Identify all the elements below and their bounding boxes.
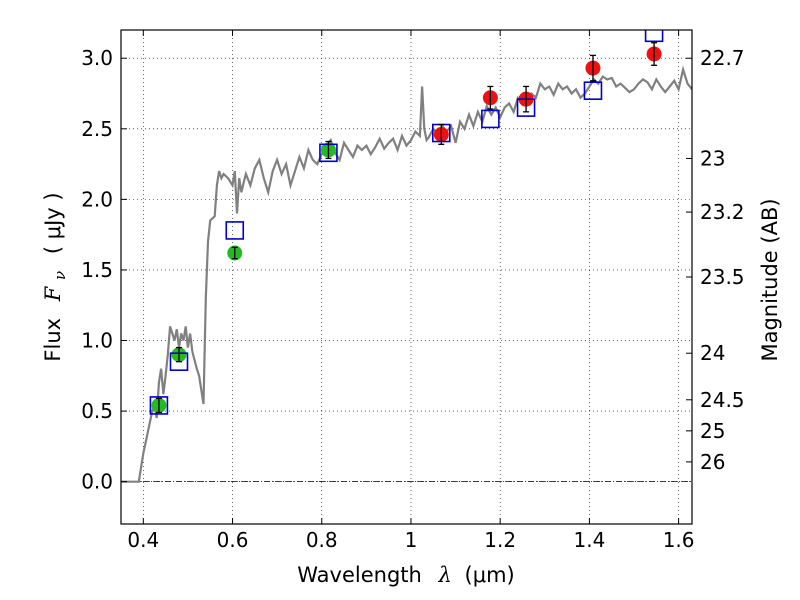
x-tick-label: 1.4 bbox=[573, 528, 605, 552]
model-flux-square bbox=[149, 396, 169, 415]
y-axis-ticks: 0.0 0.5 1.0 1.5 2.0 2.5 3.0 bbox=[81, 46, 127, 494]
magnitude-tick-label: 24.5 bbox=[700, 388, 745, 412]
y-tick-label: 2.5 bbox=[81, 117, 113, 141]
model-flux-square bbox=[225, 221, 245, 240]
x-axis-label-prefix: Wavelength bbox=[297, 563, 422, 587]
y-axis-label-unit: ( μJy ) bbox=[41, 192, 65, 254]
magnitude-tick-label: 23.5 bbox=[700, 265, 745, 289]
x-tick-label: 0.6 bbox=[217, 528, 249, 552]
x-tick-label: 0.4 bbox=[127, 528, 159, 552]
y-axis-label-symbol: F bbox=[41, 285, 65, 302]
magnitude-tick-label: 22.7 bbox=[700, 46, 745, 70]
magnitude-tick-label: 24 bbox=[700, 341, 725, 365]
model-spectrum-line bbox=[121, 65, 692, 483]
y-tick-label: 0.0 bbox=[81, 470, 113, 494]
magnitude-tick-label: 23 bbox=[700, 146, 725, 170]
y-tick-label: 1.5 bbox=[81, 258, 113, 282]
magnitude-axis-ticks: 22.7 23 23.2 23.5 24 24.5 25 26 bbox=[686, 46, 745, 474]
x-tick-label: 1.6 bbox=[663, 528, 695, 552]
y-axis-label-subscript: ν bbox=[51, 271, 69, 280]
x-tick-label: 1 bbox=[405, 528, 418, 552]
y-tick-label: 1.0 bbox=[81, 329, 113, 353]
x-axis-label-unit: (μm) bbox=[465, 563, 515, 587]
magnitude-axis-label: Magnitude (AB) bbox=[758, 198, 782, 361]
x-axis-ticks: 0.4 0.6 0.8 1 1.2 1.4 1.6 bbox=[127, 30, 695, 552]
magnitude-tick-label: 23.2 bbox=[700, 200, 745, 224]
plot-area bbox=[121, 30, 692, 483]
y-axis-label: Flux F ν ( μJy ) bbox=[41, 192, 70, 361]
model-flux-square bbox=[583, 81, 603, 100]
y-tick-label: 2.0 bbox=[81, 187, 113, 211]
x-tick-label: 1.2 bbox=[484, 528, 516, 552]
x-axis-label-symbol: λ bbox=[438, 563, 452, 587]
y-tick-label: 0.5 bbox=[81, 399, 113, 423]
y-axis-label-prefix: Flux bbox=[41, 318, 65, 362]
model-flux-square bbox=[481, 109, 500, 129]
magnitude-tick-label: 26 bbox=[700, 450, 725, 474]
model-flux-square bbox=[644, 30, 664, 43]
x-axis-label: Wavelength λ (μm) bbox=[297, 563, 514, 587]
magnitude-tick-label: 25 bbox=[700, 419, 725, 443]
y-tick-label: 3.0 bbox=[81, 46, 113, 70]
x-tick-label: 0.8 bbox=[306, 528, 338, 552]
